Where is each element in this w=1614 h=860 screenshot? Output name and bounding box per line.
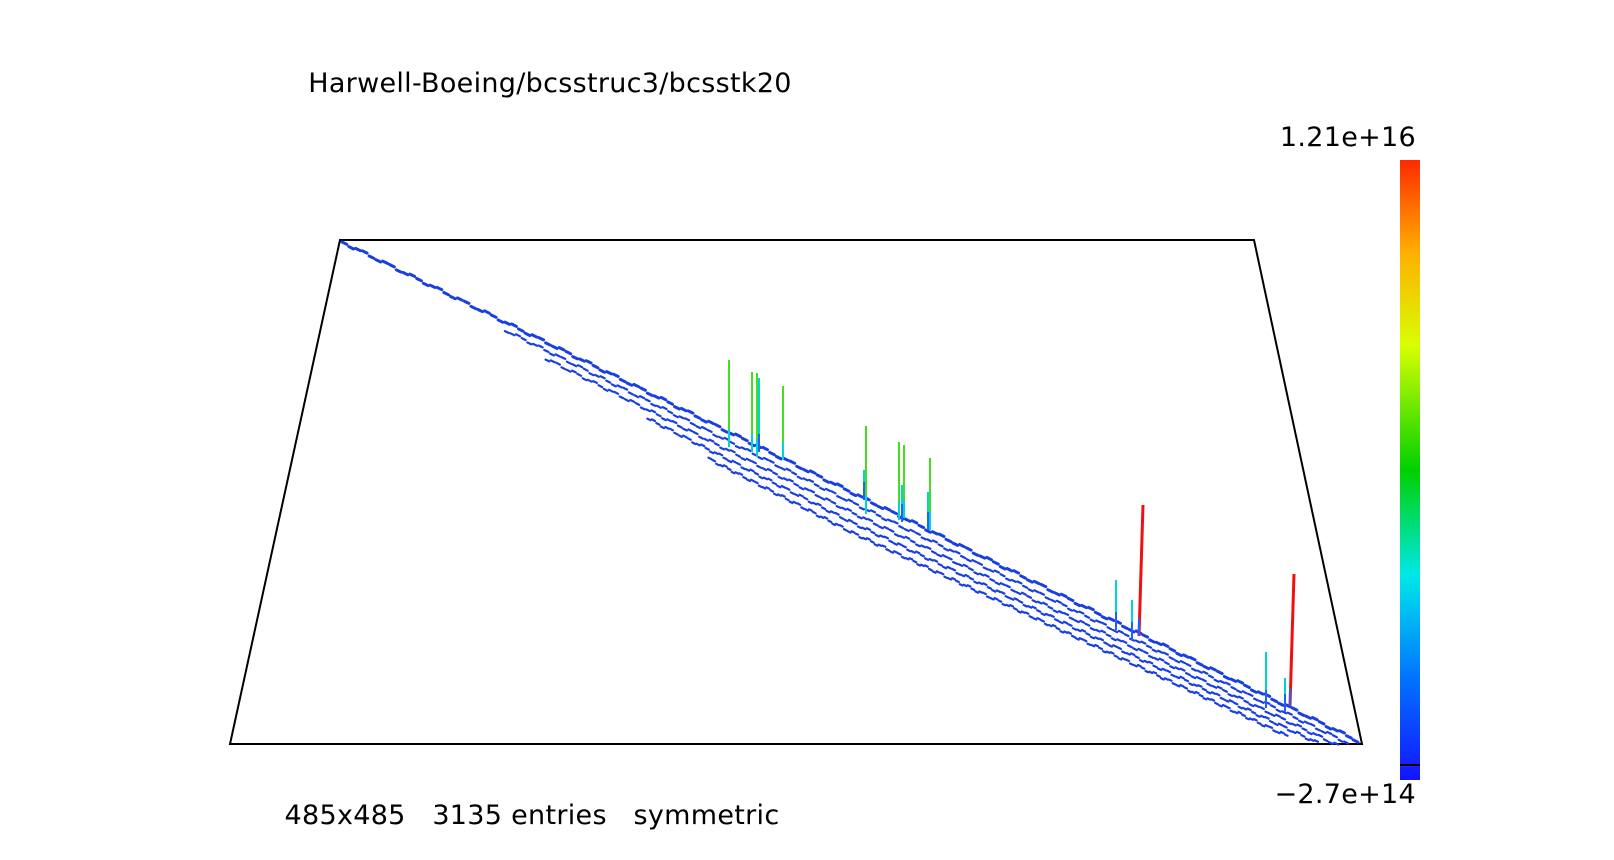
plot-title: Harwell-Boeing/bcsstruc3/bcsstk20 — [308, 68, 792, 99]
value-spike — [1288, 573, 1296, 707]
band-lane — [646, 417, 1319, 743]
band-lane — [544, 358, 1340, 746]
plot-frame — [228, 239, 1364, 745]
colorbar-min-label: −2.7e+14 — [1274, 779, 1416, 810]
matrix-entries: 3135 entries — [432, 800, 607, 831]
value-spike — [1137, 504, 1145, 637]
matrix-symmetry: symmetric — [633, 800, 780, 831]
band-lane — [503, 330, 1350, 745]
matrix-size: 485x485 — [284, 800, 406, 831]
colorbar-max-label: 1.21e+16 — [1279, 122, 1416, 153]
band-lane — [340, 240, 1360, 744]
band-lane — [707, 456, 1289, 737]
matrix-summary: 485x485 3135 entries symmetric — [0, 800, 1064, 831]
sparsity-band — [340, 240, 1360, 746]
colorbar — [1400, 160, 1420, 780]
value-spikes — [728, 360, 1296, 712]
